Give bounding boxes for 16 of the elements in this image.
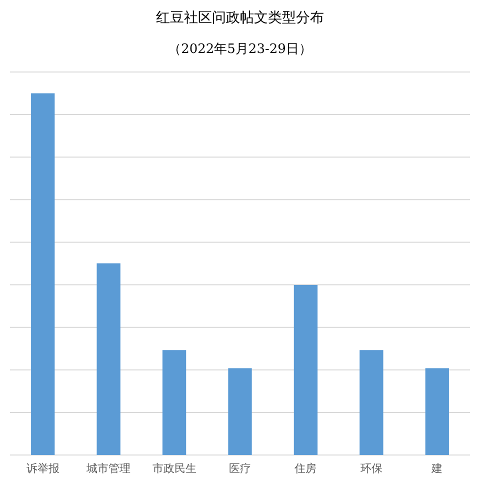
x-tick-label: 市政民生: [152, 462, 196, 475]
x-tick-label: 诉举报: [26, 462, 60, 475]
x-tick-label: 医疗: [229, 462, 251, 475]
bar: [31, 93, 55, 455]
x-tick-label: 环保: [360, 462, 382, 475]
bar: [360, 350, 384, 455]
bar: [228, 368, 252, 455]
x-tick-label: 城市管理: [86, 462, 131, 475]
bar: [96, 263, 120, 455]
bar: [294, 284, 318, 455]
bar: [425, 368, 449, 455]
bar: [162, 350, 186, 455]
chart-subtitle: （2022年5月23-29日）: [168, 42, 312, 57]
chart-title: 红豆社区问政帖文类型分布: [156, 10, 324, 26]
x-tick-label: 建: [430, 462, 443, 475]
x-tick-label: 住房: [294, 462, 317, 475]
